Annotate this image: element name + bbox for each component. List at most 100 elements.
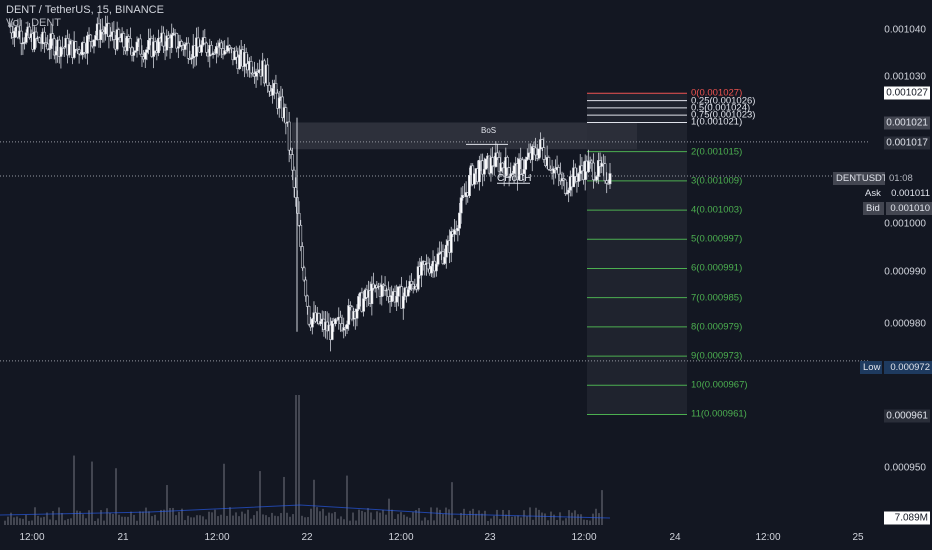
price-axis[interactable]: 0.001040 0.001030 0.001000 0.000990 0.00… bbox=[870, 0, 932, 550]
volume-bar bbox=[562, 520, 564, 525]
symbol-title[interactable]: DENT / TetherUS, 15, BINANCE bbox=[6, 4, 164, 16]
time-tick: 23 bbox=[484, 532, 496, 543]
volume-bar bbox=[556, 519, 558, 525]
candle bbox=[226, 45, 230, 52]
volume-bar bbox=[361, 510, 363, 525]
volume-indicator-label[interactable]: Vol · DENT bbox=[6, 17, 62, 29]
choch-label: CHoCH bbox=[497, 173, 532, 184]
candle bbox=[317, 313, 321, 325]
volume-bar bbox=[475, 513, 477, 525]
volume-bar bbox=[193, 517, 195, 525]
candle bbox=[44, 42, 48, 45]
candle bbox=[238, 54, 241, 70]
volume-bar bbox=[295, 395, 297, 525]
volume-bar bbox=[10, 512, 12, 525]
candle bbox=[249, 61, 253, 74]
candle bbox=[348, 305, 352, 308]
candle bbox=[605, 180, 609, 184]
volume-bar bbox=[544, 513, 546, 525]
volume-bar bbox=[418, 508, 420, 525]
volume-bar bbox=[433, 520, 435, 525]
candle bbox=[382, 284, 385, 287]
fib-level-label: 7(0.000985) bbox=[691, 292, 743, 304]
volume-bar bbox=[175, 515, 177, 525]
candle bbox=[565, 192, 569, 195]
candle bbox=[28, 26, 31, 38]
volume-bar bbox=[367, 508, 369, 525]
volume-bar bbox=[289, 516, 291, 525]
volume-bar bbox=[538, 509, 540, 525]
candle bbox=[271, 88, 275, 96]
candle bbox=[603, 163, 607, 182]
volume-bar bbox=[148, 511, 150, 525]
fib-level-label: 6(0.000991) bbox=[691, 262, 743, 274]
volume-bar bbox=[439, 509, 441, 525]
volume-bar bbox=[490, 518, 492, 525]
fib-11-price-tag: 0.000961 bbox=[884, 409, 930, 423]
candle bbox=[302, 267, 306, 281]
volume-bar bbox=[349, 520, 351, 525]
volume-bar bbox=[103, 520, 105, 525]
volume-bar bbox=[406, 516, 408, 525]
candle bbox=[284, 107, 288, 124]
volume-bar bbox=[370, 512, 372, 525]
volume-ma-line bbox=[0, 504, 611, 519]
volume-bar bbox=[16, 516, 18, 525]
candle bbox=[67, 43, 71, 56]
volume-bar bbox=[352, 512, 354, 525]
candle bbox=[449, 231, 453, 253]
volume-bar bbox=[4, 520, 6, 525]
candle bbox=[34, 31, 38, 39]
candle bbox=[443, 256, 447, 264]
candle bbox=[330, 320, 334, 340]
candle bbox=[590, 160, 594, 164]
volume-bar bbox=[253, 515, 255, 525]
candle bbox=[380, 284, 384, 297]
candle bbox=[608, 173, 612, 185]
candle bbox=[530, 146, 534, 161]
volume-bar bbox=[43, 516, 45, 525]
volume-bar bbox=[259, 471, 261, 525]
fib-level-label: 2(0.001015) bbox=[691, 146, 743, 158]
volume-bar bbox=[379, 512, 381, 525]
candle bbox=[254, 71, 258, 77]
volume-bar bbox=[436, 507, 438, 525]
candle bbox=[51, 33, 55, 40]
candle bbox=[453, 229, 456, 235]
volume-bar bbox=[157, 520, 159, 525]
volume-bar bbox=[49, 519, 51, 525]
fib-level-label: 5(0.000997) bbox=[691, 233, 743, 245]
volume-bar bbox=[13, 517, 15, 525]
time-tick: 12:00 bbox=[571, 532, 597, 543]
ask-price: 0.001011 bbox=[891, 188, 930, 199]
volume-bar bbox=[400, 512, 402, 525]
candle bbox=[186, 42, 190, 59]
candle bbox=[307, 306, 311, 325]
fib-level-label: 1(0.001021) bbox=[691, 116, 743, 128]
candle bbox=[459, 197, 463, 214]
volume-bar bbox=[403, 514, 405, 525]
candle bbox=[477, 159, 481, 183]
volume-bar bbox=[133, 514, 135, 525]
candle bbox=[386, 289, 390, 297]
volume-bar bbox=[79, 511, 81, 525]
candle bbox=[125, 36, 129, 52]
volume-bar bbox=[493, 515, 495, 525]
volume-bar bbox=[334, 511, 336, 525]
volume-bar bbox=[109, 512, 111, 525]
candle bbox=[99, 29, 103, 41]
volume-bar bbox=[145, 507, 147, 525]
candle bbox=[109, 34, 112, 37]
candle bbox=[165, 35, 169, 51]
candle bbox=[390, 295, 394, 302]
candle bbox=[122, 33, 126, 48]
volume-bar bbox=[169, 507, 171, 525]
volume-bar bbox=[454, 518, 456, 525]
volume-bar bbox=[28, 520, 30, 525]
volume-bar bbox=[187, 515, 189, 525]
price-tick: 0.000990 bbox=[884, 266, 926, 278]
volume-bar bbox=[94, 520, 96, 525]
volume-bar bbox=[514, 516, 516, 525]
volume-bar bbox=[337, 518, 339, 525]
